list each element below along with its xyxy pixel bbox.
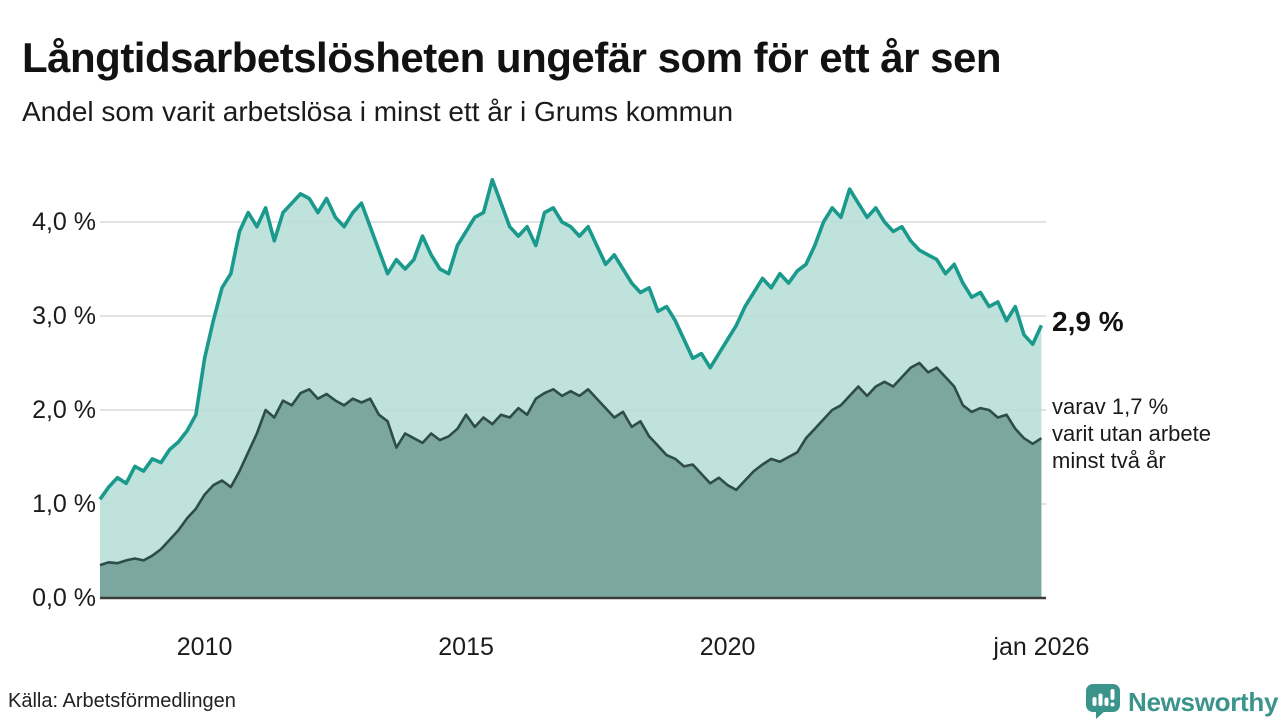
page-subtitle: Andel som varit arbetslösa i minst ett å… <box>22 96 734 127</box>
page-title: Långtidsarbetslösheten ungefär som för e… <box>22 34 1002 82</box>
line-unemployed-1yr <box>98 177 1044 501</box>
brand-logo-lockup[interactable]: Newsworthy <box>1086 684 1278 720</box>
source-attribution: Källa: Arbetsförmedlingen <box>8 690 236 712</box>
y-tick-label-1: 1,0 % <box>32 490 96 518</box>
y-tick-label-0: 0,0 % <box>32 584 96 612</box>
y-tick-label-4: 4,0 % <box>32 208 96 236</box>
brand-wordmark[interactable]: Newsworthy <box>1128 687 1279 717</box>
newsworthy-bubble-chart-icon[interactable] <box>1086 684 1120 720</box>
x-tick-label-2010: 2010 <box>176 633 233 661</box>
series-end-note: varav 1,7 % varit utan arbete minst två … <box>1052 394 1211 473</box>
y-tick-label-2: 2,0 % <box>32 396 96 424</box>
area-unemployed-2yr <box>100 363 1042 598</box>
series-end-value-label: 2,9 % <box>1052 306 1124 337</box>
x-tick-label-2020: 2020 <box>699 633 756 661</box>
x-tick-label-jan-2026: jan 2026 <box>993 633 1090 661</box>
x-tick-label-2015: 2015 <box>438 633 494 661</box>
line-unemployed-2yr <box>99 361 1043 567</box>
y-tick-label-3: 3,0 % <box>32 302 96 330</box>
